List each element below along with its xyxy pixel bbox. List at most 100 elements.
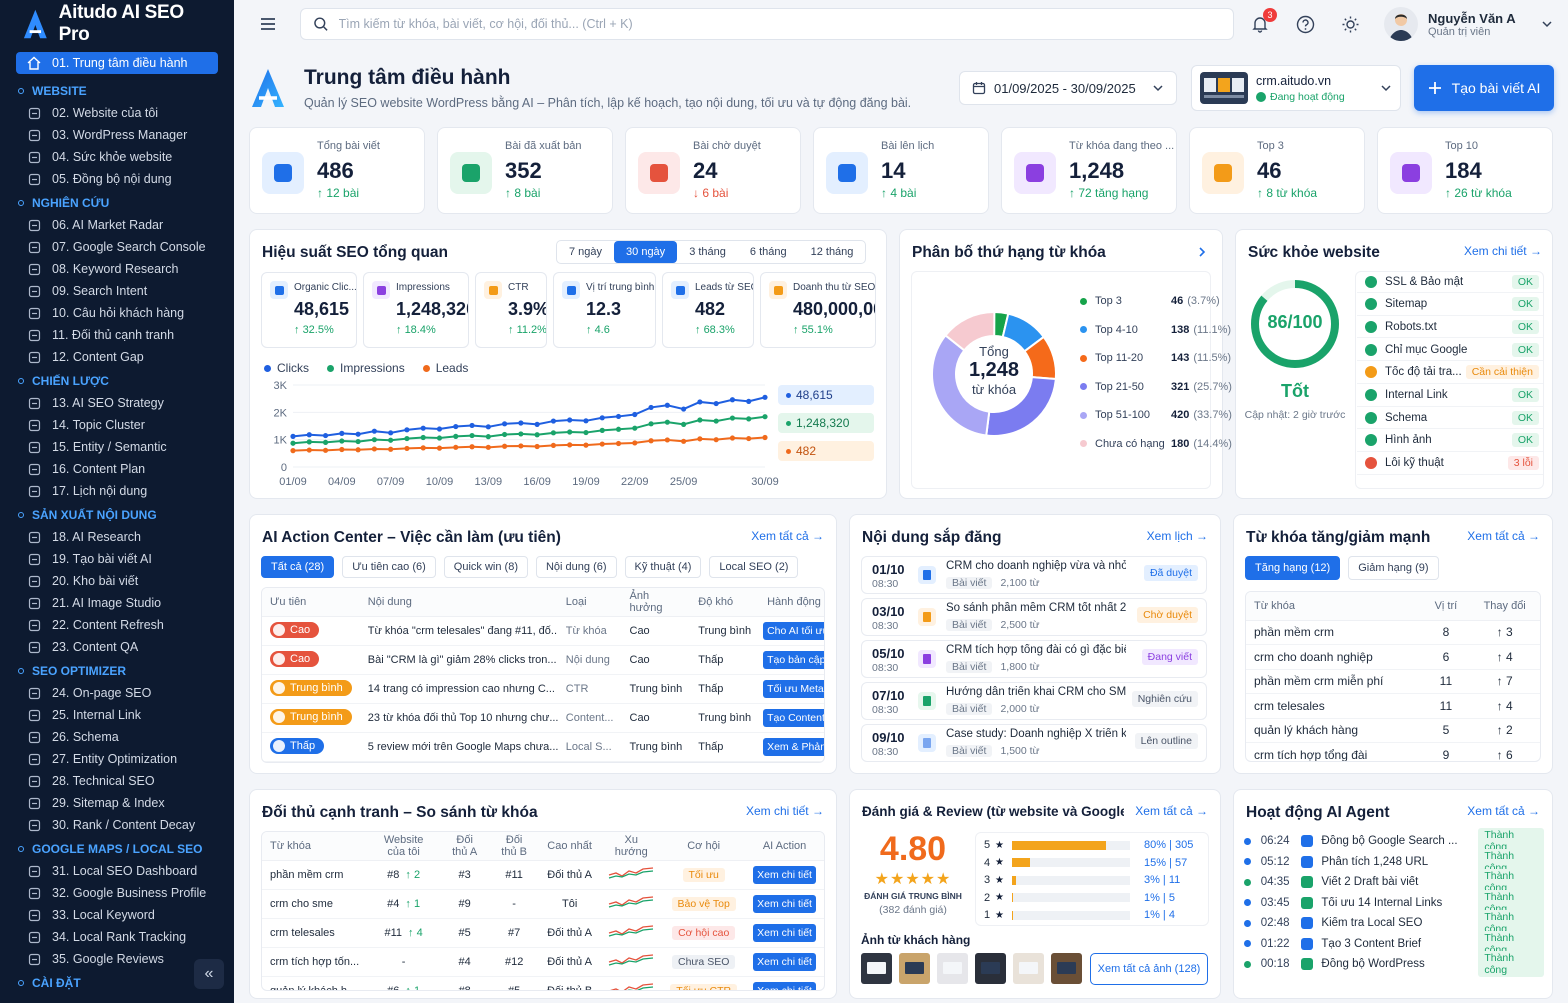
view-all-photos-button[interactable]: Xem tất cả ảnh (128) [1090, 953, 1208, 985]
action-filter-chip[interactable]: Nội dung (6) [535, 556, 617, 578]
data-point[interactable] [729, 397, 736, 403]
rating-row[interactable]: 4 ★ 15% | 57 [984, 855, 1187, 871]
kpi-card[interactable]: Bài lên lịch 14 ↑ 4 bài [813, 127, 989, 214]
seo-metric-card[interactable]: CTR 3.9% ↑ 11.2% [475, 272, 547, 348]
kpi-card[interactable]: Bài chờ duyệt 24 ↓ 6 bài [625, 127, 801, 214]
data-point[interactable] [615, 440, 622, 447]
sidebar-item-8[interactable]: 08. Keyword Research [16, 258, 218, 280]
rank-legend-item[interactable]: Top 51-100 420 (33.7%) [1080, 409, 1232, 421]
sidebar-item-4[interactable]: 04. Sức khỏe website [16, 146, 218, 168]
mover-tab[interactable]: Giảm hạng (9) [1348, 556, 1439, 580]
data-point[interactable] [355, 447, 361, 453]
sidebar-item-30[interactable]: 30. Rank / Content Decay [16, 814, 218, 836]
help-button[interactable] [1294, 13, 1316, 35]
data-point[interactable] [322, 439, 329, 445]
data-point[interactable] [485, 424, 491, 430]
rank-legend-item[interactable]: Top 4-10 138 (11.1%) [1080, 324, 1231, 336]
table-row[interactable]: Cao Bài "CRM là gì" giảm 28% clicks tron.… [262, 645, 824, 675]
data-point[interactable] [762, 414, 768, 420]
data-point[interactable] [550, 430, 557, 436]
customer-photo[interactable] [1051, 953, 1082, 984]
range-tab[interactable]: 3 tháng [689, 246, 726, 258]
data-point[interactable] [404, 427, 410, 433]
data-point[interactable] [518, 420, 524, 426]
data-point[interactable] [485, 444, 491, 450]
data-point[interactable] [436, 435, 443, 441]
data-point[interactable] [550, 418, 557, 424]
sidebar-item-24[interactable]: 24. On-page SEO [16, 682, 218, 704]
data-point[interactable] [355, 438, 361, 445]
data-point[interactable] [339, 446, 345, 453]
table-row[interactable]: crm tích hợp tổng đài 9 ↑ 6 [1246, 742, 1540, 761]
sidebar-item-19[interactable]: 19. Tạo bài viết AI [16, 548, 218, 570]
scheduled-post[interactable]: 01/10 08:30 CRM cho doanh nghiệp vừa và nh… [861, 556, 1207, 594]
data-point[interactable] [388, 430, 394, 436]
data-point[interactable] [746, 435, 752, 442]
rank-legend-item[interactable]: Top 21-50 321 (25.7%) [1080, 381, 1232, 393]
data-point[interactable] [632, 425, 638, 431]
data-point[interactable] [729, 435, 736, 441]
sidebar-item-2[interactable]: 02. Website của tôi [16, 102, 218, 124]
customer-photo[interactable] [899, 953, 930, 984]
brand[interactable]: Aitudo AI SEO Pro [0, 0, 234, 48]
rating-row[interactable]: 2 ★ 1% | 5 [984, 890, 1175, 906]
data-point[interactable] [355, 431, 361, 437]
sidebar-item-27[interactable]: 27. Entity Optimization [16, 748, 218, 770]
sidebar-item-32[interactable]: 32. Google Business Profile [16, 882, 218, 904]
sidebar-item-33[interactable]: 33. Local Keyword [16, 904, 218, 926]
data-point[interactable] [713, 437, 719, 443]
sidebar-item-3[interactable]: 03. WordPress Manager [16, 124, 218, 146]
scheduled-post[interactable]: 09/10 08:30 Case study: Doanh nghiệp X tri… [861, 724, 1207, 762]
table-row[interactable]: Cao Từ khóa "crm telesales" đang #11, đố.… [262, 616, 824, 646]
data-point[interactable] [664, 419, 670, 425]
data-point[interactable] [567, 417, 573, 423]
scheduled-post[interactable]: 07/10 08:30 Hướng dẫn triển khai CRM cho S… [861, 682, 1207, 720]
seo-metric-card[interactable]: Impressions 1,248,320 ↑ 18.4% [363, 272, 469, 348]
data-point[interactable] [713, 400, 719, 407]
data-point[interactable] [371, 428, 377, 434]
reviews-view-all-link[interactable]: Xem tất cả → [1135, 804, 1208, 818]
sidebar-item-13[interactable]: 13. AI SEO Strategy [16, 392, 218, 414]
sidebar-item-14[interactable]: 14. Topic Cluster [16, 414, 218, 436]
data-point[interactable] [534, 443, 540, 450]
sidebar-item-31[interactable]: 31. Local SEO Dashboard [16, 860, 218, 882]
data-point[interactable] [404, 435, 410, 442]
chevron-right-icon[interactable] [1196, 246, 1208, 258]
health-check-row[interactable]: Sitemap OK [1357, 294, 1543, 316]
table-row[interactable]: crm cho sme #4 ↑ 1 #9- Tôi Bảo vệ Top Xem chi … [262, 889, 824, 919]
data-point[interactable] [697, 417, 703, 423]
date-range-picker[interactable]: 01/09/2025 - 30/09/2025 [959, 71, 1177, 105]
data-point[interactable] [713, 418, 719, 424]
data-point[interactable] [681, 406, 687, 412]
seo-metric-card[interactable]: Leads từ SEO 482 ↑ 68.3% [662, 272, 754, 348]
data-point[interactable] [388, 437, 394, 443]
data-point[interactable] [599, 441, 605, 447]
view-detail-button[interactable]: Xem chi tiết [753, 952, 816, 971]
sidebar-item-25[interactable]: 25. Internal Link [16, 704, 218, 726]
data-point[interactable] [697, 399, 703, 405]
data-point[interactable] [550, 442, 557, 449]
data-point[interactable] [420, 434, 426, 441]
action-filter-chip[interactable]: Tất cả (28) [261, 556, 335, 578]
data-point[interactable] [746, 416, 752, 422]
rating-row[interactable]: 3 ★ 3% | 11 [984, 872, 1180, 888]
data-point[interactable] [599, 427, 605, 433]
action-button[interactable]: Tạo bản cập nhật [763, 650, 824, 669]
range-tab[interactable]: 30 ngày [614, 241, 678, 263]
sidebar-item-28[interactable]: 28. Technical SEO [16, 770, 218, 792]
agent-activity-row[interactable]: 00:18 Đồng bộ WordPress Thành công [1244, 951, 1544, 977]
table-row[interactable]: phần mềm crm #8 ↑ 2 #3 #11 Đối thủ A Tối ưu Xem… [262, 860, 824, 890]
health-check-row[interactable]: Lỗi kỹ thuật 3 lỗi [1357, 453, 1543, 475]
customer-photo[interactable] [861, 953, 892, 984]
data-point[interactable] [762, 394, 768, 400]
calendar-link[interactable]: Xem lịch → [1146, 529, 1208, 543]
sidebar-item-21[interactable]: 21. AI Image Studio [16, 592, 218, 614]
data-point[interactable] [322, 432, 329, 439]
kpi-card[interactable]: Top 10 184 ↑ 26 từ khóa [1377, 127, 1553, 214]
data-point[interactable] [583, 418, 589, 424]
data-point[interactable] [339, 438, 345, 444]
view-detail-button[interactable]: Xem chi tiết [753, 865, 816, 884]
action-filter-chip[interactable]: Ưu tiên cao (6) [342, 556, 436, 578]
health-check-row[interactable]: Robots.txt OK [1357, 316, 1543, 339]
rating-row[interactable]: 5 ★ 80% | 305 [984, 837, 1193, 853]
